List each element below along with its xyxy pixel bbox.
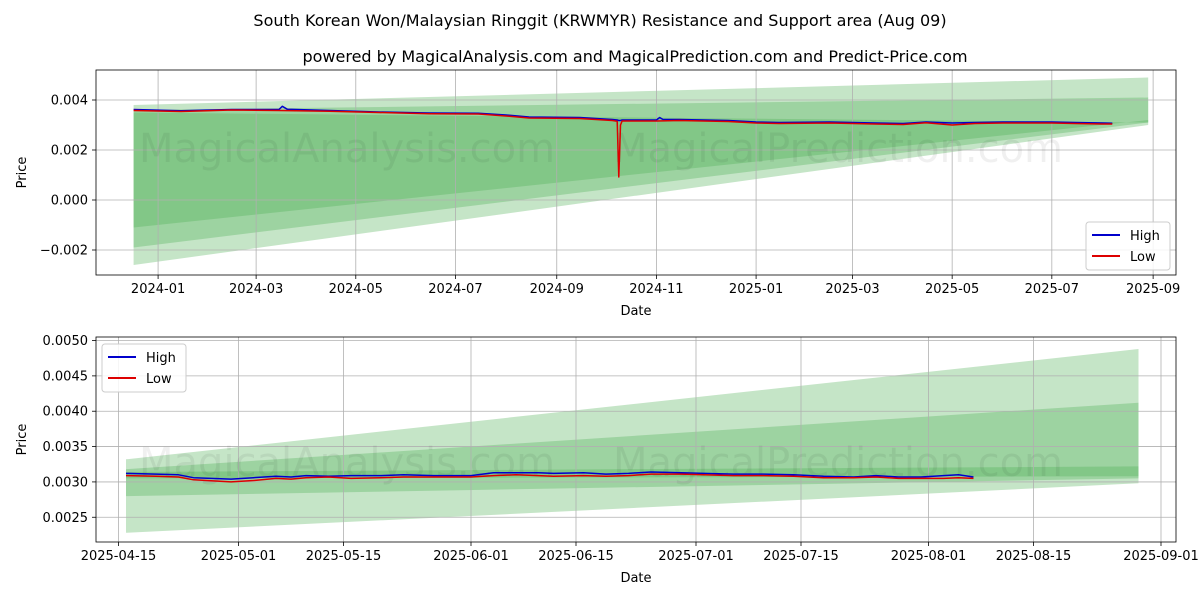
price-series [125,471,974,483]
chart-subtitle: powered by MagicalAnalysis.com and Magic… [302,47,967,66]
bottom-chart-panel: 2025-04-15 2025-05-01 2025-05-15 2025-06-01… [15,334,1199,586]
y-tick-label: −0.002 [40,244,88,259]
x-tick-label: 2025-07 [1025,282,1079,297]
y-tick-label: 0.0035 [43,440,89,455]
x-tick-label: 2024-03 [229,282,283,297]
legend-low-label: Low [146,372,172,387]
x-tick-label: 2025-06-15 [538,549,614,564]
support-resistance-band [126,402,1139,497]
y-axis-label: Price [15,157,30,189]
x-tick-label: 2025-08-01 [891,549,967,564]
chart-legend: High Low [1085,221,1171,271]
low-price-line [133,109,1113,178]
x-tick-label: 2025-06-01 [433,549,509,564]
price-series [133,105,1113,178]
x-tick-label: 2024-07 [428,282,482,297]
x-tick-label: 2024-01 [131,282,185,297]
x-tick-label: 2025-09-01 [1123,549,1199,564]
high-price-line [125,471,974,480]
watermark-text: MagicalAnalysis.com [139,126,555,172]
x-tick-label: 2024-09 [530,282,584,297]
x-tick-label: 2025-05-01 [201,549,277,564]
y-tick-label: 0.004 [51,94,88,109]
x-tick-label: 2025-03 [825,282,879,297]
x-tick-label: 2025-05 [925,282,979,297]
y-tick-label: 0.0030 [43,475,89,490]
y-tick-label: 0.0040 [43,405,89,420]
legend-high-label: High [1130,229,1160,244]
x-tick-label: 2025-05-15 [306,549,382,564]
y-tick-label: 0.0045 [43,369,89,384]
x-tick-label: 2025-04-15 [81,549,157,564]
support-resistance-band [133,97,1149,248]
x-tick-label: 2024-11 [629,282,683,297]
support-resistance-band [133,112,1149,228]
watermark-text: MagicalAnalysis.com [139,440,555,486]
watermark-text: MagicalPrediction.com [613,126,1063,172]
low-price-line [125,473,974,483]
y-tick-label: 0.002 [51,144,88,159]
y-tick-label: 0.000 [51,194,88,209]
x-tick-label: 2025-07-15 [763,549,839,564]
x-tick-label: 2025-08-15 [996,549,1072,564]
legend-low-label: Low [1130,250,1156,265]
watermark-text: MagicalPrediction.com [613,440,1063,486]
x-axis-label: Date [620,304,651,319]
chart-title: South Korean Won/Malaysian Ringgit (KRWM… [253,11,946,30]
axes-frame [95,69,1177,276]
support-resistance-band [126,349,1139,533]
axes-frame [95,336,1177,543]
x-axis-label: Date [620,571,651,586]
y-tick-label: 0.0050 [43,334,89,349]
x-tick-label: 2025-01 [729,282,783,297]
x-tick-label: 2025-09 [1126,282,1180,297]
x-tick-label: 2025-07-01 [658,549,734,564]
y-tick-label: 0.0025 [43,511,89,526]
x-tick-label: 2024-05 [329,282,383,297]
y-axis-label: Price [15,424,30,456]
chart-legend: High Low [101,343,187,393]
top-chart-panel: 2024-01 2024-03 2024-05 2024-07 2024-09 2024-… [15,69,1180,319]
legend-high-label: High [146,351,176,366]
